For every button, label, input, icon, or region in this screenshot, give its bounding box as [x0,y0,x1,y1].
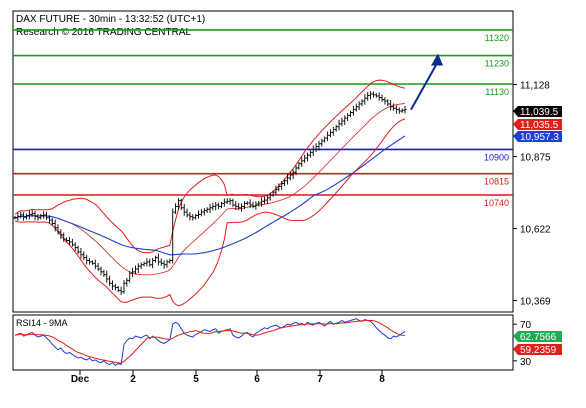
chart-subtitle: Research © 2016 TRADING CENTRAL [16,27,191,38]
forecast-arrow-shaft [410,61,439,111]
rsi-y-tick-label-1: 30 [520,357,532,368]
last-value-label-2: 10,957.3 [520,132,559,143]
rsi-plot-frame [12,314,514,371]
level-label-10900: 10900 [484,152,509,162]
x-tick-label-0: Dec [71,374,90,385]
forecast-arrow-layer [410,53,443,111]
moving-average-line [14,135,406,256]
rsi-last-value-label-0: 62.7566 [520,332,557,343]
rsi-y-tick-label-0: 70 [520,320,532,331]
x-tick-label-2: 5 [193,374,199,385]
rsi-last-value-box-1 [513,344,562,355]
y-tick-label-1: 10,875 [520,153,551,164]
bollinger-upper [14,79,406,254]
x-axis: Dec 2 5 6 7 8 [71,370,385,385]
candles-layer [13,91,407,295]
y-tick-label-0: 11,128 [520,81,550,92]
rsi-layer: 70 30 62.7566 59.2359 [14,318,562,368]
last-value-box-1 [513,119,562,130]
y-tick-label-2: 10,622 [520,225,551,236]
x-tick-label-5: 8 [379,374,385,385]
rsi-ma-line [14,319,406,364]
last-values: 11,039.5 11,035.510,957.3 [513,106,562,143]
rsi-line [14,318,406,367]
level-label-11320: 11320 [485,33,509,43]
x-tick-label-3: 6 [254,374,260,385]
rsi-title: RSI14 - 9MA [16,318,68,328]
levels-layer: 11320 11230 11130 10900 10815 10740 [13,29,513,208]
y-axis: 11,128 10,875 10,622 10,369 [513,81,551,308]
level-label-11230: 11230 [485,59,509,69]
bollinger-lower [14,118,406,307]
last-value-box-0 [513,106,562,117]
y-tick-label-3: 10,369 [520,297,551,308]
rsi-last-value-box-0 [513,331,562,342]
level-label-10815: 10815 [484,177,509,187]
x-tick-label-1: 2 [130,374,136,385]
forecast-arrow-head [431,53,443,66]
main-plot-frame [12,10,514,313]
level-label-10740: 10740 [484,198,509,208]
level-label-11130: 11130 [485,87,509,97]
x-tick-label-4: 7 [317,374,323,385]
last-value-box-2 [513,131,562,142]
last-value-label-0: 11,039.5 [520,107,559,118]
bollinger-middle [14,103,406,276]
chart-title: DAX FUTURE - 30min - 13:32:52 (UTC+1) [16,14,205,25]
rsi-last-value-label-1: 59.2359 [520,345,557,356]
bollinger-layer [14,79,406,307]
last-value-label-1: 11,035.5 [520,120,559,131]
